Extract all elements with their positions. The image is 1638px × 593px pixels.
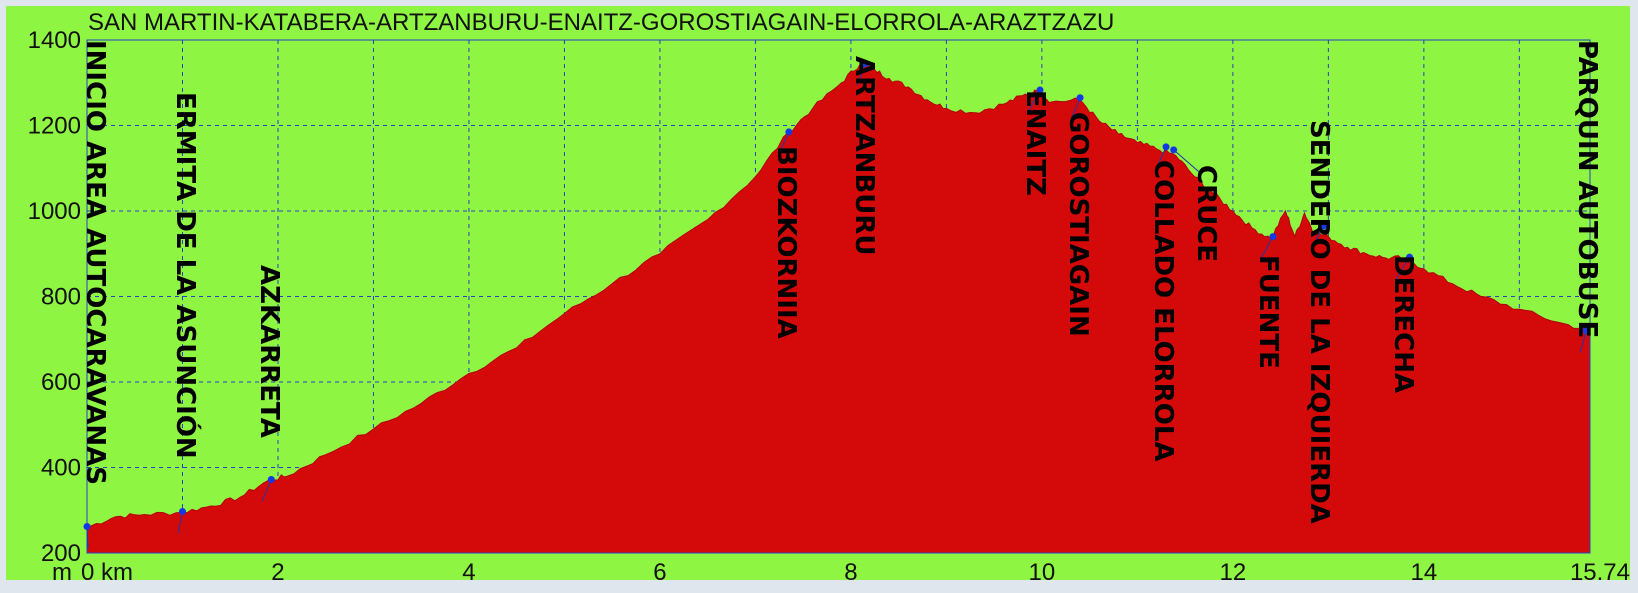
waypoint-marker [1582, 327, 1590, 335]
waypoint-leader [1395, 256, 1410, 280]
waypoint-label: COLLADO ELORROLA [1148, 160, 1178, 462]
waypoint-leader [1311, 225, 1325, 249]
waypoint-marker [785, 128, 793, 136]
waypoint-leader [1070, 97, 1081, 120]
plot-border [86, 39, 1591, 554]
waypoint-label: ARTZANBURU [849, 56, 879, 256]
waypoint-marker [1036, 86, 1044, 94]
waypoint-marker [1320, 222, 1328, 230]
waypoint-leader [177, 511, 183, 534]
waypoint-marker [1170, 146, 1178, 154]
x-tick-label: 15.74 [1570, 559, 1630, 586]
waypoint-marker [861, 60, 869, 68]
waypoint-leader [856, 63, 866, 86]
x-tick-label: 2 [271, 559, 284, 586]
waypoint-label: DERECHA [1388, 255, 1418, 393]
waypoint-leader [261, 479, 272, 502]
waypoint-marker [178, 508, 186, 516]
waypoint-marker [1076, 94, 1084, 102]
waypoint-marker [1269, 233, 1277, 241]
waypoint-label: SENDERO DE LA IZQUIERDA [1304, 120, 1334, 524]
y-tick-label: 1200 [28, 113, 81, 140]
waypoint-leader [1173, 149, 1200, 173]
y-tick-label: 200 [41, 540, 81, 567]
waypoint-leader [1027, 89, 1041, 113]
y-tick-label: 600 [41, 369, 81, 396]
waypoint-marker [1162, 143, 1170, 151]
y-tick-label: 1400 [28, 27, 81, 54]
chart-title: SAN MARTIN-KATABERA-ARTZANBURU-ENAITZ-GO… [88, 9, 1114, 36]
waypoint-marker [267, 475, 275, 483]
waypoint-label: PARQUIN AUTOBUSE [1572, 40, 1602, 338]
x-tick-label: 8 [844, 559, 857, 586]
waypoint-label: FUENTE [1253, 255, 1283, 369]
waypoint-label: BIOZKORNIIA [771, 146, 801, 339]
y-axis-unit: m [52, 559, 72, 586]
waypoint-markers: INICIO AREA AUTOCARAVANAS ERMITA DE LA AS… [80, 40, 1602, 549]
waypoint-leader [86, 526, 89, 549]
x-tick-label: 0 km [81, 559, 133, 586]
elevation-area [86, 62, 1591, 554]
waypoint-leader [1155, 146, 1167, 170]
waypoint-label: ERMITA DE LA ASUNCIÓN [170, 92, 202, 459]
waypoint-leader [1260, 236, 1274, 259]
x-tick-label: 10 [1029, 559, 1056, 586]
y-tick-label: 400 [41, 455, 81, 482]
y-tick-label: 1000 [28, 198, 81, 225]
x-tick-label: 6 [653, 559, 666, 586]
x-tick-label: 12 [1220, 559, 1247, 586]
y-tick-label: 800 [41, 284, 81, 311]
waypoint-label: ENAITZ [1020, 90, 1050, 196]
x-tick-label: 14 [1410, 559, 1437, 586]
waypoint-leader [778, 131, 790, 155]
waypoint-marker [83, 522, 91, 530]
waypoint-marker [1406, 253, 1414, 261]
axis-ticks: 200 400 600 800 1000 1200 1400 m 0 km 2 4 6 8 10 12 14 1… [28, 27, 1630, 586]
waypoint-label: AZKARRETA [254, 265, 284, 438]
waypoint-label: CRUCE [1191, 165, 1221, 262]
waypoint-label: GOROSTIAGAIN [1063, 112, 1093, 337]
waypoint-label: INICIO AREA AUTOCARAVANAS [80, 40, 110, 485]
waypoint-leader [1579, 330, 1587, 353]
x-tick-label: 4 [462, 559, 475, 586]
